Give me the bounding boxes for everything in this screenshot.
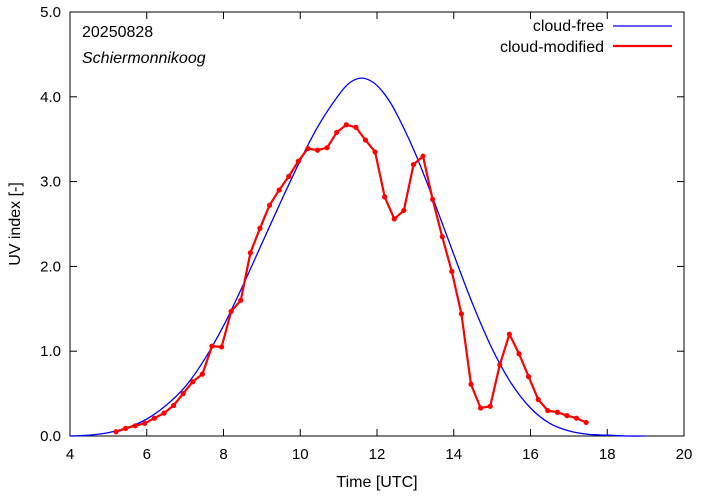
date-annotation: 20250828 xyxy=(82,24,153,41)
data-point-cloud-modified xyxy=(314,147,321,153)
legend-label-cloud-free: cloud-free xyxy=(533,18,604,35)
data-point-cloud-modified xyxy=(190,379,196,385)
data-point-cloud-modified xyxy=(478,405,484,411)
data-point-cloud-modified xyxy=(430,196,436,203)
data-point-cloud-modified xyxy=(382,194,388,200)
data-point-cloud-modified xyxy=(295,158,301,164)
series-layer xyxy=(69,77,646,437)
data-point-cloud-modified xyxy=(161,410,167,416)
data-point-cloud-modified xyxy=(132,423,138,429)
data-point-cloud-modified xyxy=(458,311,465,317)
data-point-cloud-modified xyxy=(257,225,263,231)
x-tick-label: 18 xyxy=(599,446,616,463)
data-point-cloud-modified xyxy=(468,381,474,387)
data-point-cloud-modified xyxy=(334,129,340,136)
data-point-cloud-modified xyxy=(391,216,397,222)
data-point-cloud-modified xyxy=(123,425,129,431)
data-point-cloud-modified xyxy=(554,409,560,415)
data-point-cloud-modified xyxy=(238,297,244,303)
x-tick-label: 10 xyxy=(292,446,309,463)
data-point-cloud-modified xyxy=(401,207,407,214)
data-point-cloud-modified xyxy=(276,187,282,193)
data-point-cloud-modified xyxy=(218,344,225,350)
data-point-cloud-modified xyxy=(372,149,378,155)
data-point-cloud-modified xyxy=(343,122,349,128)
x-tick-label: 4 xyxy=(66,446,74,463)
data-point-cloud-modified xyxy=(180,391,186,397)
y-tick-label: 1.0 xyxy=(40,343,61,360)
legend-label-cloud-modified: cloud-modified xyxy=(500,39,604,56)
data-point-cloud-modified xyxy=(516,351,522,357)
y-axis-label: UV index [-] xyxy=(7,182,24,266)
data-point-cloud-modified xyxy=(266,202,273,208)
location-annotation: Schiermonnikoog xyxy=(82,50,206,67)
x-tick-label: 8 xyxy=(219,446,227,463)
data-point-cloud-modified xyxy=(449,268,455,275)
axis-ticks: 4 6 8 10 12 14 16 18 20 0.0 1.0 2.0 3.0 4.0 5.0 xyxy=(40,4,692,463)
x-tick-label: 20 xyxy=(676,446,693,463)
y-tick-label: 0.0 xyxy=(40,428,61,445)
data-point-cloud-modified xyxy=(199,371,205,377)
data-point-cloud-modified xyxy=(209,343,215,349)
data-point-cloud-modified xyxy=(353,124,359,130)
y-tick-label: 5.0 xyxy=(40,4,61,21)
data-point-cloud-modified xyxy=(151,415,158,421)
data-point-cloud-modified xyxy=(420,153,426,159)
y-tick-label: 3.0 xyxy=(40,174,61,191)
x-tick-label: 12 xyxy=(369,446,386,463)
data-point-cloud-modified xyxy=(305,145,311,152)
data-point-cloud-modified xyxy=(525,374,532,380)
data-point-cloud-modified xyxy=(286,173,292,180)
y-tick-label: 2.0 xyxy=(40,258,61,275)
x-tick-label: 16 xyxy=(522,446,539,463)
data-point-cloud-modified xyxy=(439,234,445,240)
x-tick-label: 14 xyxy=(445,446,462,463)
data-point-cloud-modified xyxy=(583,419,589,426)
data-point-cloud-modified xyxy=(113,429,119,435)
plot-frame xyxy=(69,11,685,437)
data-point-cloud-modified xyxy=(228,308,234,314)
data-point-cloud-modified xyxy=(410,162,417,168)
y-tick-label: 4.0 xyxy=(40,89,61,106)
data-point-cloud-modified xyxy=(362,137,369,143)
data-point-cloud-modified xyxy=(564,413,570,419)
data-point-cloud-modified xyxy=(324,145,330,151)
data-point-cloud-modified xyxy=(545,407,551,414)
series-line-cloud-free xyxy=(69,77,646,437)
x-axis-label: Time [UTC] xyxy=(336,474,417,491)
data-point-cloud-modified xyxy=(487,403,493,409)
data-point-cloud-modified xyxy=(573,415,580,421)
data-point-cloud-modified xyxy=(247,250,253,256)
legend: cloud-free cloud-modified xyxy=(500,18,672,56)
data-point-cloud-modified xyxy=(535,396,541,403)
data-point-cloud-modified xyxy=(497,362,503,368)
data-point-cloud-modified xyxy=(171,402,177,409)
data-point-cloud-modified xyxy=(506,331,512,337)
x-tick-label: 6 xyxy=(143,446,151,463)
data-point-cloud-modified xyxy=(142,420,148,426)
